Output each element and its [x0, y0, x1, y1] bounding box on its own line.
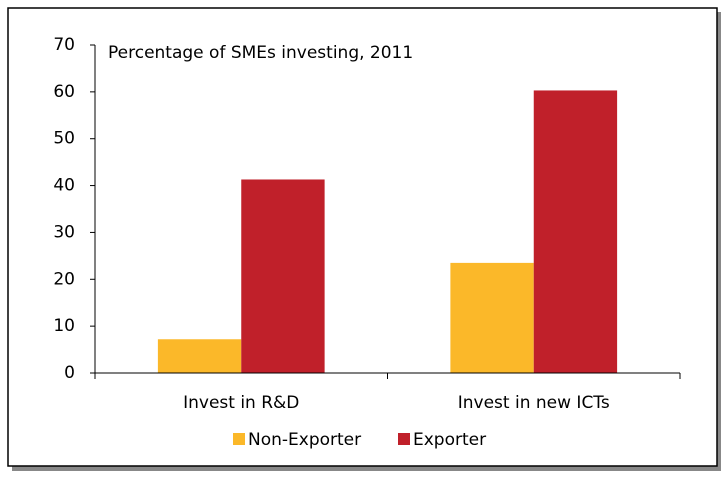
y-tick-label: 10 [53, 316, 75, 336]
bar [450, 262, 534, 373]
legend-label: Exporter [413, 430, 486, 450]
legend-label: Non-Exporter [248, 430, 361, 450]
y-tick-label: 20 [53, 269, 75, 289]
y-tick-label: 60 [53, 82, 75, 102]
bar [241, 179, 325, 373]
legend-swatch [398, 433, 410, 445]
legend-swatch [233, 433, 245, 445]
y-tick-label: 50 [53, 129, 75, 149]
y-tick-label: 40 [53, 176, 75, 196]
y-tick-label: 0 [64, 363, 75, 383]
y-tick-label: 30 [53, 222, 75, 242]
x-tick-label: Invest in R&D [183, 393, 299, 413]
bar [533, 90, 618, 374]
x-tick-label: Invest in new ICTs [458, 393, 610, 413]
y-tick-label: 70 [53, 35, 75, 55]
bar [157, 339, 242, 373]
chart-title: Percentage of SMEs investing, 2011 [108, 43, 413, 63]
